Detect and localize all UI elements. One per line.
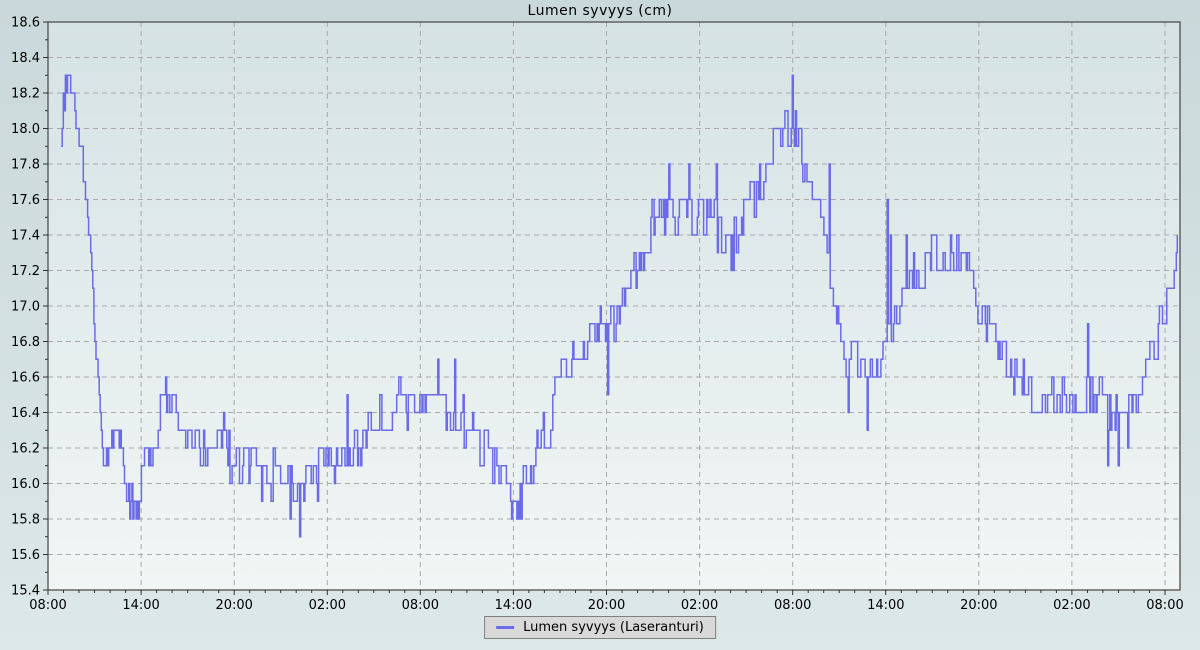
y-tick-label: 16.2: [11, 442, 40, 457]
x-tick-label: 08:00: [1146, 598, 1183, 613]
y-tick-label: 17.2: [11, 264, 40, 279]
x-tick-label: 20:00: [960, 598, 997, 613]
y-tick-label: 18.4: [11, 51, 40, 66]
y-axis-labels: 15.4 15.6 15.8 16.0 16.2 16.4 16.6 16.8 17.0 17.2…: [11, 16, 40, 599]
y-tick-label: 17.6: [11, 193, 40, 208]
y-tick-label: 16.6: [11, 371, 40, 386]
y-tick-label: 15.8: [11, 513, 40, 528]
y-tick-label: 16.0: [11, 477, 40, 492]
x-tick-label: 14:00: [122, 598, 159, 613]
x-tick-label: 02:00: [1053, 598, 1090, 613]
x-tick-label: 20:00: [215, 598, 252, 613]
y-tick-label: 16.8: [11, 335, 40, 350]
x-tick-label: 08:00: [29, 598, 66, 613]
legend-label: Lumen syvyys (Laseranturi): [523, 620, 704, 635]
y-tick-label: 16.4: [11, 406, 40, 421]
x-tick-label: 08:00: [402, 598, 439, 613]
y-tick-label: 18.0: [11, 122, 40, 137]
x-tick-label: 14:00: [495, 598, 532, 613]
chart-title: Lumen syvyys (cm): [527, 3, 673, 19]
x-tick-label: 02:00: [309, 598, 346, 613]
legend-line-sample: [496, 626, 515, 629]
axis-ticks: [43, 21, 1166, 595]
y-tick-label: 17.0: [11, 300, 40, 315]
gridlines: [48, 22, 1180, 590]
x-tick-label: 08:00: [774, 598, 811, 613]
legend: Lumen syvyys (Laseranturi): [484, 616, 716, 639]
x-tick-label: 20:00: [588, 598, 625, 613]
y-tick-label: 15.6: [11, 548, 40, 563]
x-tick-label: 02:00: [681, 598, 718, 613]
y-tick-label: 18.2: [11, 87, 40, 102]
y-tick-label: 18.6: [11, 16, 40, 31]
x-tick-label: 14:00: [867, 598, 904, 613]
x-axis-labels: 08:00 14:00 20:00 02:00 08:00 14:00 20:00 02:00…: [29, 598, 1183, 613]
series-line: [61, 74, 1179, 538]
y-tick-label: 15.4: [11, 584, 40, 599]
y-tick-label: 17.4: [11, 229, 40, 244]
y-tick-label: 17.8: [11, 158, 40, 173]
